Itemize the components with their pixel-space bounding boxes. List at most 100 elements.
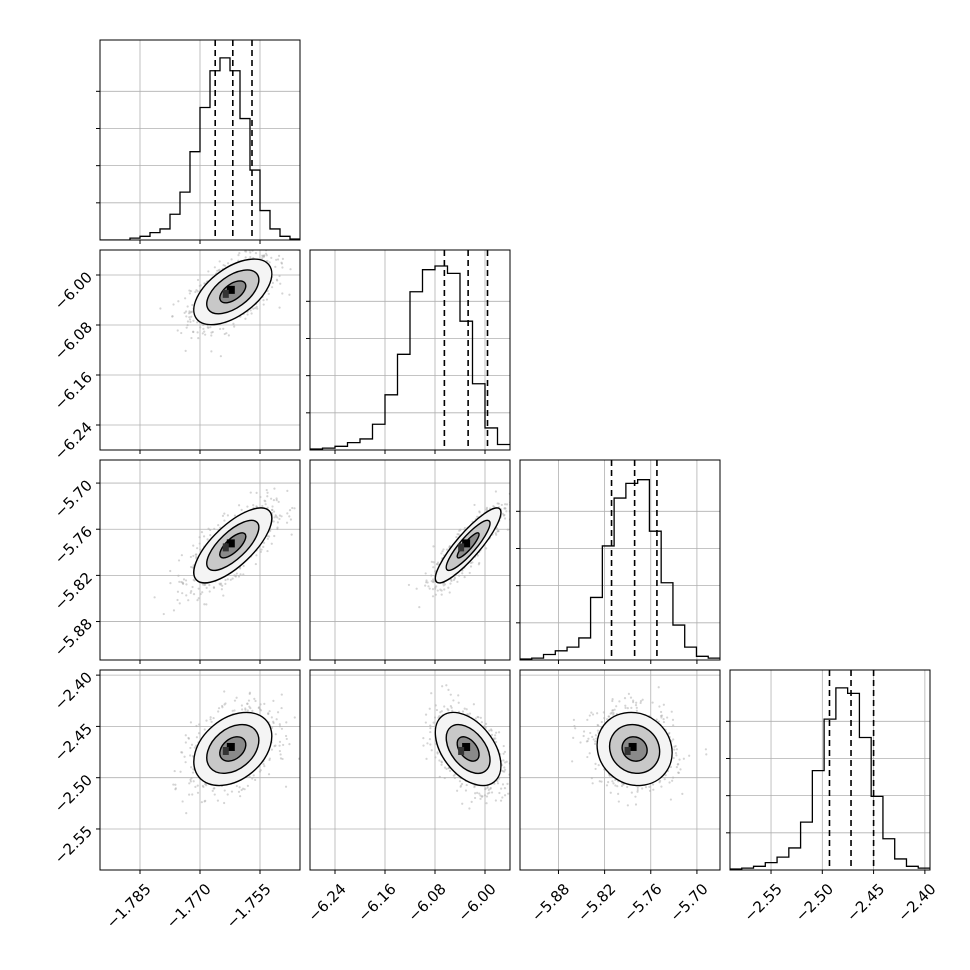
sample-point — [189, 754, 192, 757]
sample-point — [249, 491, 252, 494]
sample-point — [169, 581, 172, 585]
sample-point — [217, 523, 220, 527]
sample-point — [670, 710, 673, 713]
sample-point — [438, 715, 441, 718]
sample-point — [579, 741, 582, 744]
panel-1-1 — [306, 249, 511, 454]
sample-point — [422, 744, 425, 747]
sample-point — [425, 757, 428, 760]
sample-point — [447, 709, 450, 712]
sample-point — [450, 706, 453, 709]
sample-point — [634, 795, 637, 798]
sample-point — [186, 305, 189, 308]
sample-point — [182, 578, 186, 581]
sample-point — [197, 732, 201, 735]
sample-point — [429, 743, 432, 746]
sample-point — [212, 586, 216, 589]
sample-point — [288, 293, 291, 296]
sample-point — [274, 733, 277, 736]
sample-point — [177, 559, 181, 562]
y-tick-label: −5.88 — [51, 615, 96, 660]
y-tick-label: −5.82 — [51, 569, 96, 614]
sample-point — [438, 775, 441, 778]
sample-point — [503, 513, 506, 517]
sample-point — [206, 326, 209, 329]
sample-point — [429, 730, 432, 734]
sample-point — [199, 592, 202, 596]
sample-point — [525, 496, 527, 498]
sample-point — [198, 542, 201, 545]
sample-point — [641, 787, 644, 790]
sample-point — [276, 711, 280, 714]
sample-point — [235, 784, 238, 788]
sample-point — [192, 330, 195, 333]
sample-point — [249, 309, 252, 312]
sample-point — [271, 505, 274, 508]
sample-point — [648, 785, 651, 788]
sample-point — [476, 554, 479, 557]
sample-point — [432, 566, 435, 569]
sample-point — [492, 504, 495, 508]
sample-point — [184, 297, 187, 300]
sample-point — [439, 711, 442, 714]
sample-point — [272, 510, 276, 513]
sample-point — [204, 333, 207, 336]
plot-area — [520, 670, 720, 870]
plot-area — [310, 670, 512, 870]
y-tick-label: −6.00 — [51, 268, 96, 313]
sample-point — [205, 586, 208, 589]
sample-point — [451, 709, 454, 712]
sample-point — [459, 528, 462, 531]
sample-point — [476, 791, 479, 794]
sample-point — [213, 793, 216, 796]
sample-point — [483, 794, 487, 797]
y-tick-label: −6.08 — [51, 318, 96, 363]
sample-point — [172, 303, 175, 306]
sample-point — [208, 584, 211, 587]
density-peak — [226, 539, 235, 548]
sample-point — [241, 708, 244, 711]
sample-point — [461, 710, 465, 713]
sample-point — [190, 315, 193, 318]
sample-point — [244, 707, 247, 710]
sample-point — [197, 337, 200, 340]
sample-point — [440, 552, 443, 555]
sample-point — [500, 787, 503, 790]
sample-point — [440, 593, 443, 596]
sample-point — [673, 748, 676, 751]
sample-point — [293, 507, 296, 510]
sample-point — [197, 597, 200, 600]
sample-point — [217, 707, 221, 710]
sample-point — [485, 547, 488, 550]
sample-point — [196, 321, 199, 324]
sample-point — [485, 795, 489, 798]
sample-point — [510, 745, 512, 747]
sample-point — [239, 573, 242, 576]
sample-point — [264, 500, 267, 503]
sample-point — [271, 508, 274, 512]
sample-point — [198, 284, 201, 288]
sample-point — [442, 584, 445, 587]
sample-point — [415, 587, 418, 590]
sample-point — [254, 562, 257, 566]
sample-point — [479, 716, 482, 719]
sample-point — [202, 535, 206, 538]
sample-point — [507, 792, 510, 795]
sample-point — [194, 290, 197, 294]
sample-point — [186, 320, 190, 323]
sample-point — [439, 588, 442, 591]
sample-point — [237, 254, 240, 257]
panel-frame — [309, 459, 511, 661]
sample-point — [428, 587, 431, 590]
sample-point — [209, 716, 212, 719]
sample-point — [262, 299, 265, 302]
sample-point — [184, 579, 188, 582]
sample-point — [232, 322, 235, 325]
sample-point — [191, 585, 194, 589]
sample-point — [252, 774, 255, 777]
sample-point — [262, 763, 265, 766]
sample-point — [233, 514, 237, 517]
sample-point — [194, 553, 197, 556]
histogram-0 — [100, 57, 300, 240]
sample-point — [208, 590, 211, 593]
